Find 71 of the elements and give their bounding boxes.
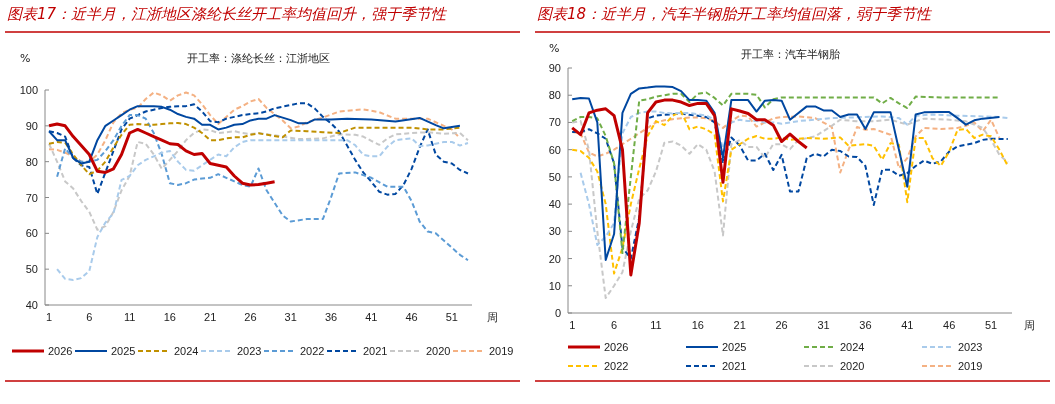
x-tick-label: 26 bbox=[775, 319, 788, 331]
line-series bbox=[48, 121, 461, 176]
x-tick-label: 21 bbox=[733, 319, 746, 331]
legend-label: 2022 bbox=[300, 345, 325, 357]
x-tick-label: 1 bbox=[45, 311, 53, 323]
legend-label: 2020 bbox=[840, 360, 865, 372]
x-tick-label: 46 bbox=[943, 319, 956, 331]
line-series bbox=[48, 128, 469, 231]
y-axis-title: % bbox=[549, 42, 560, 55]
x-tick-label: 36 bbox=[859, 319, 872, 331]
legend-label: 2019 bbox=[958, 360, 983, 372]
legend-label: 2023 bbox=[958, 341, 983, 353]
y-tick-label: 60 bbox=[548, 143, 561, 156]
x-tick-label: 31 bbox=[817, 319, 830, 331]
x-tick-label: 26 bbox=[244, 311, 257, 323]
y-tick-label: 70 bbox=[25, 191, 38, 204]
x-tick-label: 1 bbox=[569, 319, 576, 331]
legend-label: 2026 bbox=[48, 345, 73, 357]
x-tick-label: 11 bbox=[123, 311, 136, 323]
x-tick-label: 51 bbox=[445, 311, 458, 323]
x-tick-label: 21 bbox=[204, 311, 217, 323]
y-axis-title: % bbox=[20, 52, 31, 65]
legend-label: 2021 bbox=[363, 345, 388, 357]
x-tick-label: 16 bbox=[691, 319, 704, 331]
y-tick-label: 40 bbox=[548, 198, 561, 211]
line-series bbox=[56, 137, 469, 281]
x-tick-label: 6 bbox=[86, 311, 93, 323]
y-tick-label: 30 bbox=[548, 225, 561, 238]
y-tick-label: 0 bbox=[554, 307, 561, 319]
legend-label: 2020 bbox=[426, 345, 451, 357]
legend-label: 2022 bbox=[604, 360, 629, 372]
y-tick-label: 70 bbox=[548, 116, 561, 129]
chart-title: 图表17：近半月，江浙地区涤纶长丝开工率均值回升，强于季节性 bbox=[7, 5, 449, 23]
legend-label: 2019 bbox=[489, 345, 514, 357]
y-tick-label: 60 bbox=[25, 227, 38, 240]
x-axis-title: 周 bbox=[487, 311, 498, 324]
legend-label: 2025 bbox=[722, 341, 747, 353]
x-tick-label: 16 bbox=[163, 311, 176, 323]
line-series bbox=[47, 122, 277, 187]
x-tick-label: 41 bbox=[365, 311, 378, 323]
y-tick-label: 20 bbox=[548, 252, 561, 265]
y-tick-label: 50 bbox=[548, 170, 561, 183]
y-tick-label: 80 bbox=[548, 89, 561, 102]
x-tick-label: 46 bbox=[405, 311, 418, 323]
y-tick-label: 10 bbox=[548, 279, 561, 292]
y-tick-label: 80 bbox=[25, 155, 38, 168]
y-tick-label: 90 bbox=[25, 119, 38, 132]
legend-label: 2024 bbox=[840, 341, 865, 353]
x-axis-title: 周 bbox=[1024, 319, 1035, 332]
line-series bbox=[571, 117, 1009, 300]
line-series bbox=[56, 114, 469, 262]
y-tick-label: 100 bbox=[19, 84, 38, 96]
line-series bbox=[570, 98, 809, 277]
x-tick-label: 31 bbox=[284, 311, 297, 323]
legend-label: 2021 bbox=[722, 360, 747, 372]
legend-label: 2023 bbox=[237, 345, 262, 357]
chart-subtitle: 开工率：汽车半钢胎 bbox=[740, 48, 840, 61]
x-tick-label: 41 bbox=[901, 319, 914, 331]
y-tick-label: 40 bbox=[25, 299, 38, 311]
y-tick-label: 50 bbox=[25, 263, 38, 276]
chart-subtitle: 开工率：涤纶长丝：江浙地区 bbox=[186, 52, 330, 65]
x-tick-label: 51 bbox=[984, 319, 998, 331]
legend-label: 2025 bbox=[111, 345, 136, 357]
y-tick-label: 90 bbox=[548, 62, 561, 74]
line-series bbox=[48, 91, 461, 163]
x-tick-label: 36 bbox=[324, 311, 338, 323]
x-tick-label: 11 bbox=[650, 319, 662, 331]
chart-title: 图表18：近半月，汽车半钢胎开工率均值回落，弱于季节性 bbox=[537, 5, 934, 23]
legend-label: 2024 bbox=[174, 345, 199, 357]
legend-label: 2026 bbox=[604, 341, 629, 353]
x-tick-label: 6 bbox=[611, 319, 618, 331]
